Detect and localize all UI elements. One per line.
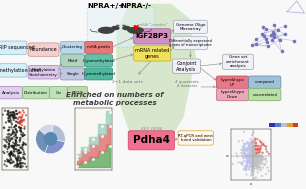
Text: 2+1 data sets: 2+1 data sets [112, 80, 142, 84]
Point [282, 25, 287, 28]
Text: Pdha4: Pdha4 [133, 135, 170, 145]
Ellipse shape [122, 26, 131, 30]
Text: Motif: Motif [68, 59, 78, 63]
FancyBboxPatch shape [174, 36, 207, 50]
Point [250, 44, 255, 47]
FancyBboxPatch shape [60, 55, 85, 67]
FancyBboxPatch shape [85, 55, 113, 67]
Point [265, 40, 270, 43]
FancyBboxPatch shape [174, 20, 207, 34]
Ellipse shape [127, 27, 144, 34]
Point [254, 38, 259, 41]
Point [265, 45, 270, 48]
FancyBboxPatch shape [173, 59, 200, 73]
Text: IGF2BP3: IGF2BP3 [136, 33, 169, 39]
FancyBboxPatch shape [134, 46, 171, 61]
Point [253, 43, 258, 46]
Text: m6A "reader": m6A "reader" [137, 23, 167, 27]
Text: Genome Oligo
Microarray: Genome Oligo Microarray [176, 23, 205, 31]
Text: Analysis: Analysis [2, 91, 20, 95]
Text: uncorrelated: uncorrelated [252, 92, 277, 97]
Bar [287, 123, 293, 127]
Text: NPRA-/-: NPRA-/- [120, 2, 151, 9]
Text: m6A peaks: m6A peaks [87, 45, 110, 50]
FancyBboxPatch shape [60, 41, 85, 53]
FancyBboxPatch shape [248, 76, 281, 88]
FancyBboxPatch shape [87, 8, 155, 47]
Text: meRIP sequenced: meRIP sequenced [0, 45, 35, 50]
Ellipse shape [111, 26, 120, 30]
FancyBboxPatch shape [0, 86, 22, 99]
Point [279, 50, 284, 53]
Ellipse shape [98, 27, 114, 34]
Point [271, 31, 276, 34]
Text: m6A methylation level: m6A methylation level [0, 68, 41, 73]
FancyBboxPatch shape [85, 68, 113, 80]
FancyBboxPatch shape [28, 43, 59, 56]
FancyBboxPatch shape [0, 41, 27, 54]
Text: Hypomethylated: Hypomethylated [82, 59, 115, 63]
FancyBboxPatch shape [248, 88, 281, 101]
Bar [275, 123, 281, 127]
Text: Conjoint
Analysis: Conjoint Analysis [176, 61, 197, 72]
Text: Go: Go [56, 91, 61, 95]
Text: Methylation
Stoichiometry: Methylation Stoichiometry [29, 68, 58, 77]
Ellipse shape [116, 25, 120, 26]
Text: 4 quadrants
4 datasets: 4 quadrants 4 datasets [175, 80, 199, 88]
FancyBboxPatch shape [178, 131, 214, 145]
Text: Distribution: Distribution [24, 91, 48, 95]
FancyBboxPatch shape [134, 29, 171, 44]
FancyBboxPatch shape [216, 88, 249, 101]
Point [275, 29, 280, 32]
Polygon shape [116, 4, 196, 147]
Point [269, 33, 274, 36]
Point [271, 32, 276, 35]
FancyBboxPatch shape [128, 131, 174, 150]
Text: mRNA related
genes: mRNA related genes [135, 48, 170, 59]
Text: NPRA+/+: NPRA+/+ [88, 2, 125, 9]
FancyBboxPatch shape [60, 68, 85, 80]
Point [270, 38, 274, 41]
FancyBboxPatch shape [67, 86, 88, 99]
FancyBboxPatch shape [216, 76, 249, 88]
FancyBboxPatch shape [85, 41, 113, 53]
FancyBboxPatch shape [50, 86, 67, 99]
Text: RT-qPCR and west
bond validation: RT-qPCR and west bond validation [178, 134, 213, 142]
Point [263, 28, 268, 31]
Point [272, 23, 277, 26]
Point [260, 32, 265, 35]
Point [282, 33, 287, 36]
Point [278, 38, 283, 41]
Point [262, 35, 267, 38]
Point [264, 38, 269, 41]
Text: Differentially expressed
genes of transcriptome: Differentially expressed genes of transc… [169, 39, 212, 47]
FancyBboxPatch shape [28, 66, 59, 79]
Text: Abundance: Abundance [30, 47, 58, 52]
Bar [293, 123, 298, 127]
Point [291, 39, 296, 42]
Point [261, 25, 266, 28]
Text: KEGG: KEGG [72, 91, 83, 95]
Text: ♥: ♥ [132, 25, 139, 31]
FancyBboxPatch shape [0, 64, 27, 77]
Text: compared: compared [255, 80, 274, 84]
Bar [281, 123, 287, 127]
Text: Clustering: Clustering [62, 45, 83, 50]
Bar [269, 123, 275, 127]
Text: hyper&hypo
Down: hyper&hypo Down [221, 90, 244, 99]
Text: KEY GENE: KEY GENE [140, 126, 162, 131]
Text: Gene set
enrichment
analysis: Gene set enrichment analysis [226, 55, 250, 68]
Text: Single: Single [66, 72, 79, 76]
Point [271, 36, 276, 39]
Ellipse shape [122, 25, 126, 26]
Text: Enriched on numbers of
metabolic processes: Enriched on numbers of metabolic process… [66, 92, 163, 106]
FancyBboxPatch shape [23, 86, 50, 99]
Text: hyper&hypo
UP: hyper&hypo UP [221, 78, 244, 87]
FancyBboxPatch shape [222, 54, 253, 70]
Text: Hypermethylated: Hypermethylated [82, 72, 116, 76]
